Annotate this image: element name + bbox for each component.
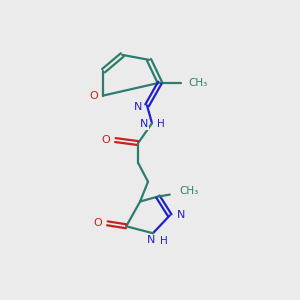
- Text: H: H: [160, 236, 168, 246]
- Text: CH₃: CH₃: [189, 78, 208, 88]
- Text: N: N: [140, 119, 148, 129]
- Text: O: O: [102, 135, 110, 145]
- Text: O: O: [94, 218, 102, 228]
- Text: O: O: [90, 91, 98, 100]
- Text: N: N: [147, 235, 155, 245]
- Text: N: N: [177, 210, 185, 220]
- Text: CH₃: CH₃: [180, 186, 199, 196]
- Text: N: N: [134, 102, 142, 112]
- Text: H: H: [157, 119, 165, 129]
